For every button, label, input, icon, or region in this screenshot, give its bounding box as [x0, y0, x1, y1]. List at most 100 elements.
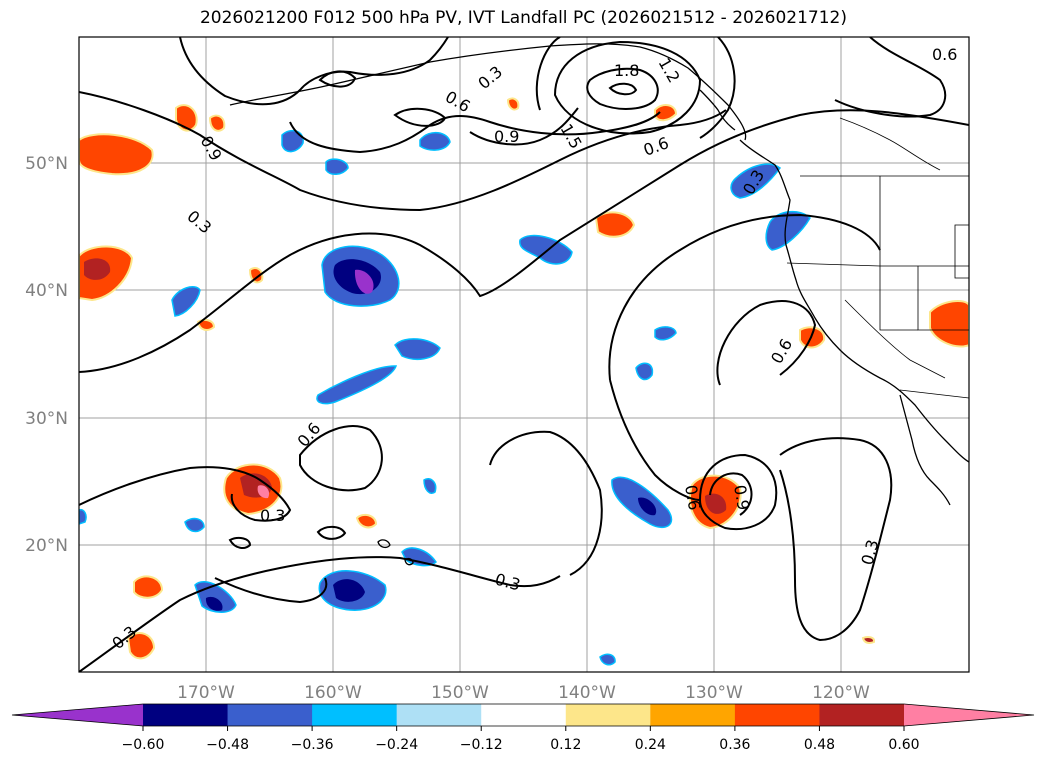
map-frame — [78, 36, 970, 673]
contour-0.6-closed-east — [698, 453, 778, 531]
contour-label: 0.6 — [681, 483, 704, 511]
longitude-labels: 170°W 160°W 150°W 140°W 130°W 120°W — [177, 683, 870, 703]
blob-neg-19 — [79, 508, 87, 525]
lon-label-150w: 150°W — [431, 683, 489, 703]
blob-pos-11 — [799, 326, 826, 349]
contour-small-1 — [316, 525, 347, 540]
lon-label-170w: 170°W — [177, 683, 235, 703]
colorbar-tick-label: −0.36 — [291, 737, 334, 753]
contour-0.6-closed — [299, 425, 383, 492]
lat-label-50n: 50°N — [25, 154, 68, 174]
blob-pos-4-core — [705, 493, 727, 514]
blob-neg-5 — [730, 163, 782, 199]
colorbar-tick-label: 0.24 — [635, 737, 666, 753]
colorbar-extend-min — [12, 704, 143, 726]
colorbar-tick-label: 0.48 — [804, 737, 835, 753]
colorbar-segment — [819, 704, 905, 726]
contour-label: 0.9 — [494, 127, 519, 146]
contour-0.9-low-east — [699, 37, 736, 139]
pc-negative-blobs — [79, 129, 811, 666]
contour-0.3-east — [608, 213, 881, 381]
contour-small-2 — [228, 536, 252, 549]
colorbar-segment — [565, 704, 651, 726]
blob-neg-11 — [281, 129, 304, 153]
colorbar-extend-max — [904, 704, 1034, 726]
contour-0.3-mid — [79, 109, 969, 373]
colorbar-segment — [734, 704, 820, 726]
colorbar-segment — [396, 704, 482, 726]
contour-0.6-northeast — [834, 37, 947, 118]
blob-neg-7 — [519, 234, 573, 265]
contour-closed-2 — [393, 107, 447, 127]
blob-neg-3-core — [638, 497, 657, 516]
blob-pos-14 — [355, 513, 378, 529]
contour-label: 0.3 — [260, 506, 285, 525]
contour-0.3-central — [489, 430, 603, 576]
blob-pos-6 — [594, 211, 636, 238]
colorbar: −0.60 −0.48 −0.36 −0.24 −0.12 0.12 0.24 0.36 0.4… — [11, 703, 1035, 753]
blob-neg-17 — [184, 517, 205, 533]
blob-neg-13 — [401, 547, 437, 567]
contour-closed-1 — [318, 70, 357, 88]
colorbar-segment — [143, 704, 229, 726]
blob-neg-1-peak — [354, 269, 374, 294]
blob-pos-16 — [506, 97, 520, 111]
figure-title: 2026021200 F012 500 hPa PV, IVT Landfall… — [199, 8, 847, 28]
blob-pos-2-core — [84, 258, 111, 280]
contour-0.9-closed-east — [709, 472, 753, 516]
colorbar-segment — [227, 704, 313, 726]
contour-0.9-north — [289, 111, 661, 154]
contour-0.3-south-loop — [214, 577, 328, 604]
colorbar-tick-label: 0.60 — [888, 737, 919, 753]
blob-neg-8 — [394, 338, 441, 361]
blob-pos-1 — [79, 133, 154, 176]
lon-label-160w: 160°W — [304, 683, 362, 703]
lon-label-140w: 140°W — [558, 683, 616, 703]
contour-1.5-low — [586, 67, 659, 110]
contour-0.6-aleutian — [179, 37, 449, 106]
blob-pos-3-peak — [257, 485, 270, 499]
colorbar-tick-label: −0.60 — [122, 737, 165, 753]
blob-pos-5 — [929, 299, 969, 348]
colorbar-segment — [481, 704, 567, 726]
contour-0.9-inner — [469, 107, 579, 146]
lon-label-130w: 130°W — [685, 683, 743, 703]
graticule — [79, 37, 969, 672]
blob-pos-10 — [126, 632, 156, 660]
blob-pos-13 — [248, 267, 264, 284]
blob-neg-14 — [325, 158, 349, 175]
contour-0.3-link — [609, 379, 701, 501]
blob-pos-12 — [654, 104, 678, 122]
contour-1.8-core — [608, 82, 638, 96]
contour-label: 0.6 — [932, 45, 957, 64]
blob-neg-18 — [599, 653, 616, 666]
colorbar-segment — [312, 704, 398, 726]
blob-neg-16 — [635, 362, 654, 381]
blob-neg-20 — [423, 478, 437, 494]
blob-neg-2-core — [333, 579, 365, 602]
colorbar-tick-label: 0.12 — [550, 737, 581, 753]
blob-neg-9 — [316, 365, 398, 405]
blob-neg-12 — [419, 131, 451, 151]
political-borders — [786, 117, 969, 399]
blob-neg-4-core — [205, 596, 223, 611]
colorbar-tick-label: 0.36 — [719, 737, 750, 753]
contour-0.6-north — [79, 91, 727, 212]
contour-0.6-east — [716, 300, 817, 386]
contour-label: 0.9 — [730, 483, 753, 511]
contour-0.3-south — [79, 556, 561, 672]
blob-pos-9 — [133, 575, 164, 599]
contour-label: 1.8 — [614, 61, 639, 80]
contour-0.3-southeast — [779, 437, 893, 642]
blob-pos-17 — [861, 636, 876, 644]
contour-0.9-low-west — [535, 37, 561, 111]
colorbar-tick-label: −0.24 — [375, 737, 418, 753]
blob-neg-10 — [171, 286, 201, 317]
blob-pos-7 — [175, 104, 198, 132]
blob-pos-8 — [208, 114, 226, 132]
map-background — [79, 37, 969, 672]
lat-label-30n: 30°N — [25, 409, 68, 429]
colorbar-segment — [650, 704, 736, 726]
blob-neg-6 — [765, 210, 811, 251]
contour-0.3-southwest — [79, 466, 292, 522]
